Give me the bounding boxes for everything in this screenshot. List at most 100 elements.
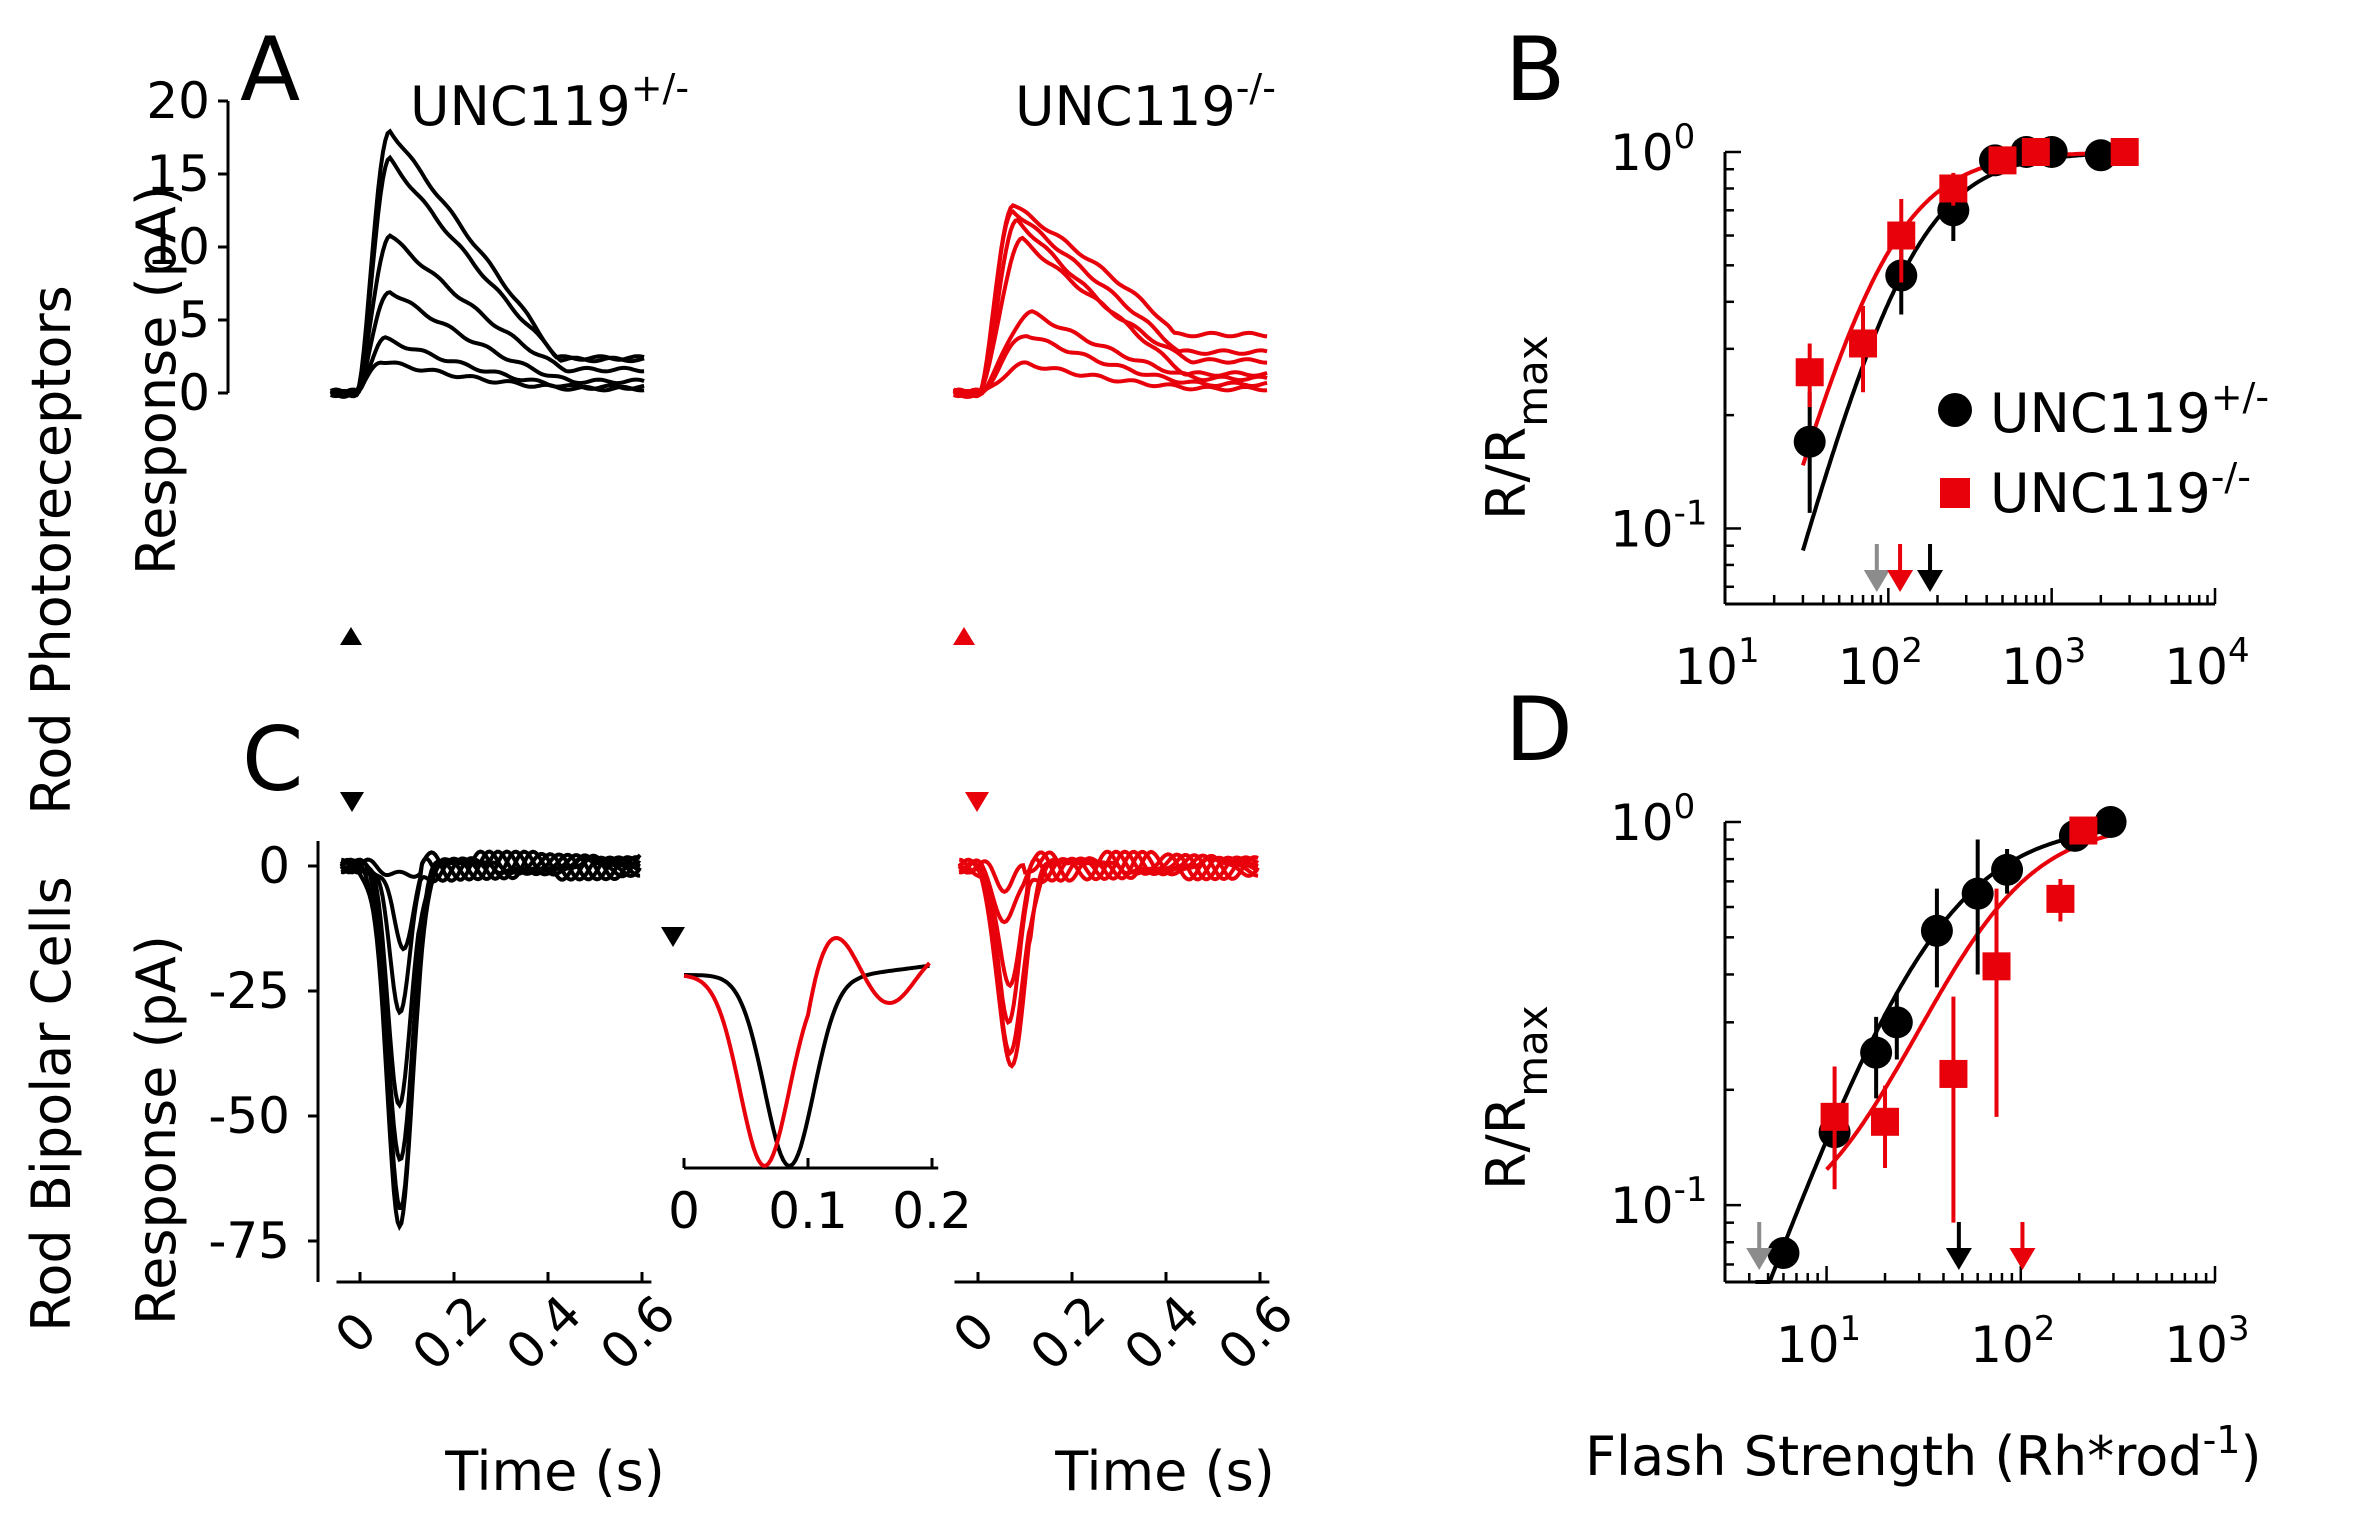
a-het-trace xyxy=(330,233,645,396)
a-het-trace xyxy=(329,128,645,399)
a-het-trace xyxy=(330,290,645,398)
d-point-ko xyxy=(1982,952,2011,981)
a-ytick-label: 15 xyxy=(146,145,210,203)
b-xtick-label: 103 xyxy=(2001,631,2086,696)
c-ko-xtick-label: 0.6 xyxy=(1207,1284,1304,1381)
d-point-ko xyxy=(1939,1059,1968,1088)
c-ytick-label: -50 xyxy=(208,1087,290,1145)
b-point-het xyxy=(2084,139,2117,172)
c-ko-trace xyxy=(958,849,1260,1026)
a-het-trace xyxy=(329,335,645,399)
panel-d-plot: 101 102 103 100 10-1 xyxy=(1610,787,2250,1374)
b-point-ko xyxy=(2021,138,2050,166)
a-het-trace xyxy=(329,154,645,397)
panel-c-inset: 0 0.1 0.2 xyxy=(661,927,972,1240)
panel-label-c: C xyxy=(242,708,303,811)
inset-xtick-label: 0.1 xyxy=(768,1182,848,1240)
b-arrow-gray-head xyxy=(1863,570,1890,592)
c-ko-xtick-label: 0.4 xyxy=(1113,1284,1210,1381)
xlabel-c-het: Time (s) xyxy=(444,1440,665,1503)
a-ytick-label: 20 xyxy=(146,72,210,130)
b-point-ko xyxy=(1939,174,1968,203)
xlabel-d: Flash Strength (Rh*rod-1) xyxy=(1585,1418,2262,1488)
c-ko-xtick-label: 0.2 xyxy=(1019,1284,1116,1381)
inset-xtick-label: 0.2 xyxy=(892,1182,972,1240)
panel-a-plot: 0 5 10 15 20 xyxy=(146,72,1268,645)
c-ko-flash-marker xyxy=(965,792,989,812)
title-ko: UNC119-/- xyxy=(1015,66,1276,138)
a-ko-trace xyxy=(952,217,1268,397)
c-ko-trace xyxy=(958,849,1260,1069)
b-point-ko xyxy=(1988,146,2017,175)
d-point-ko xyxy=(1871,1107,1900,1136)
panel-label-d: D xyxy=(1505,678,1573,781)
d-arrow-ko-head xyxy=(2009,1248,2036,1270)
a-ko-trace xyxy=(952,203,1268,399)
xlabel-c-ko: Time (s) xyxy=(1054,1440,1275,1503)
inset-trace-1 xyxy=(683,935,931,1168)
b-point-ko xyxy=(1887,221,1916,250)
b-xtick-label: 102 xyxy=(1838,631,1923,696)
c-het-flash-marker xyxy=(340,792,364,812)
c-ko-trace xyxy=(957,849,1259,1057)
c-het-trace xyxy=(340,849,642,1211)
c-het-trace xyxy=(340,849,642,1110)
panel-b-plot: 101 102 103 104 100 10-1 xyxy=(1610,117,2250,696)
c-het-trace xyxy=(339,849,642,1231)
panel-label-b: B xyxy=(1505,18,1565,121)
legend-ko-label: UNC119-/- xyxy=(1990,455,2251,525)
legend-b: UNC119+/- UNC119-/- xyxy=(1938,375,2269,525)
ylabel-b: R/Rmax xyxy=(1475,335,1557,520)
legend-ko-marker xyxy=(1940,478,1970,508)
panel-c-plot: 0-25-50-750 0.20.40.6 0 0.20.40.6 xyxy=(208,792,1305,1382)
d-point-het xyxy=(2094,806,2127,838)
d-point-het xyxy=(1880,1006,1913,1039)
d-point-ko xyxy=(2046,884,2075,913)
c-het-trace xyxy=(339,849,641,1163)
c-het-xtick-label: 0 xyxy=(324,1301,388,1365)
a-het-flash-marker xyxy=(340,627,362,645)
b-point-ko xyxy=(1795,358,1824,387)
b-point-ko xyxy=(2110,138,2139,166)
row-label-top: Rod Photoreceptors xyxy=(20,285,83,815)
ylabel-c: Response (pA) xyxy=(125,935,188,1325)
b-arrow-het-head xyxy=(1917,570,1944,592)
b-xtick-label: 104 xyxy=(2164,631,2249,696)
d-point-ko xyxy=(2069,816,2098,845)
b-ytick-label: 100 xyxy=(1610,117,1695,182)
b-point-ko xyxy=(1849,329,1878,358)
inset-flash-marker xyxy=(661,927,685,947)
c-ytick-label: 0 xyxy=(258,837,290,895)
d-point-het xyxy=(1860,1036,1893,1069)
d-xtick-label: 103 xyxy=(2164,1309,2249,1374)
c-ko-xtick-label: 0 xyxy=(942,1301,1006,1365)
d-ytick-label: 100 xyxy=(1610,787,1695,852)
d-arrow-het-head xyxy=(1945,1248,1972,1270)
panel-label-a: A xyxy=(240,18,300,121)
b-arrow-ko-head xyxy=(1887,570,1914,592)
b-ytick-label: 10-1 xyxy=(1610,493,1708,558)
d-xtick-label: 101 xyxy=(1776,1309,1861,1374)
inset-trace-0 xyxy=(684,963,930,1168)
d-xtick-label: 102 xyxy=(1970,1309,2055,1374)
c-het-xtick-label: 0.6 xyxy=(589,1284,686,1381)
c-ytick-label: -75 xyxy=(208,1212,290,1270)
d-point-het xyxy=(1920,914,1953,947)
ylabel-d: R/Rmax xyxy=(1475,1005,1557,1190)
d-arrow-gray-head xyxy=(1746,1248,1773,1270)
b-point-het xyxy=(1793,425,1826,458)
a-ytick-label: 10 xyxy=(146,218,210,276)
a-ytick-label: 5 xyxy=(178,291,210,349)
d-point-het xyxy=(1991,853,2024,886)
d-ytick-label: 10-1 xyxy=(1610,1170,1708,1235)
legend-het-label: UNC119+/- xyxy=(1990,375,2269,445)
c-het-xtick-label: 0.4 xyxy=(495,1284,592,1381)
a-ko-flash-marker xyxy=(953,627,975,645)
d-point-het xyxy=(1961,877,1994,910)
title-het: UNC119+/- xyxy=(410,66,689,138)
c-ytick-label: -25 xyxy=(208,962,290,1020)
b-xtick-label: 101 xyxy=(1674,631,1759,696)
a-ko-trace xyxy=(952,334,1268,399)
ylabel-a: Response (pA) xyxy=(125,185,188,575)
